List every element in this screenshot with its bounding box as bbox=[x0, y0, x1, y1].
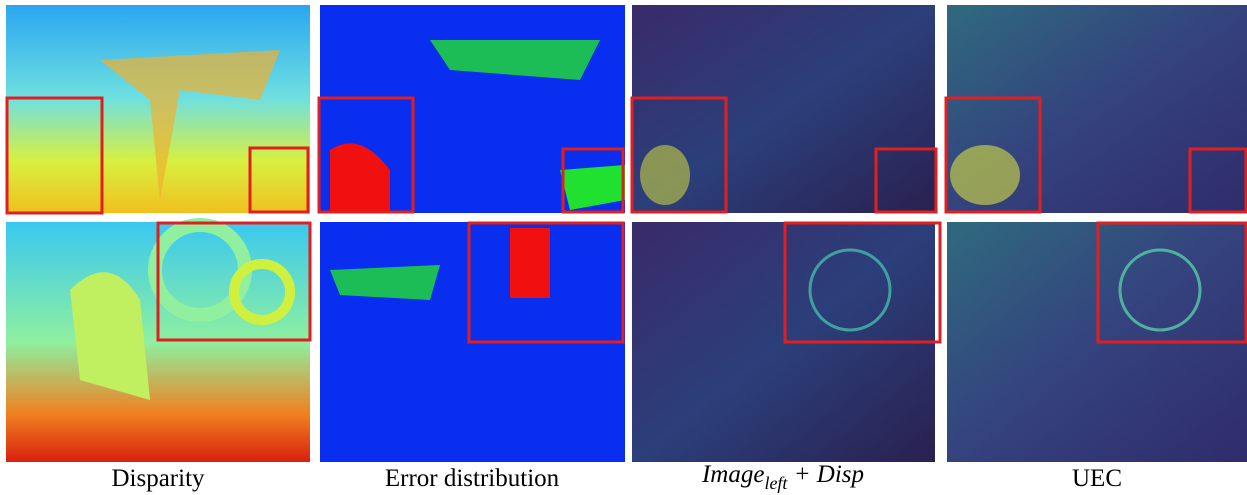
ring bbox=[808, 248, 892, 332]
caption-rest: + Disp bbox=[787, 461, 864, 488]
red-box bbox=[317, 96, 415, 214]
error-red bbox=[510, 228, 550, 298]
error-green bbox=[330, 265, 440, 300]
red-box bbox=[630, 96, 728, 214]
red-box bbox=[561, 147, 625, 214]
caption-sub: left bbox=[764, 473, 788, 493]
error-green bbox=[560, 165, 625, 210]
red-box bbox=[248, 146, 310, 214]
red-box bbox=[874, 147, 938, 214]
error-red bbox=[330, 143, 390, 212]
caption: Disparity bbox=[111, 465, 205, 492]
row-bottom bbox=[6, 218, 1247, 462]
caption-base: Image bbox=[701, 461, 764, 488]
caption: Error distribution bbox=[385, 465, 560, 492]
red-box bbox=[1188, 147, 1247, 214]
caption: Imageleft + Disp bbox=[701, 461, 864, 493]
red-box bbox=[1096, 221, 1247, 344]
red-box bbox=[944, 96, 1042, 214]
red-box bbox=[783, 221, 942, 344]
red-box bbox=[5, 96, 104, 215]
error-green bbox=[430, 40, 600, 80]
red-box bbox=[156, 221, 312, 342]
highlight bbox=[950, 145, 1020, 205]
ring bbox=[1118, 248, 1202, 332]
table-shape bbox=[100, 50, 280, 200]
highlight bbox=[640, 145, 690, 205]
ring bbox=[229, 259, 295, 325]
caption: UEC bbox=[1072, 465, 1122, 492]
head-shape bbox=[70, 272, 150, 400]
red-box bbox=[467, 221, 625, 344]
row-top bbox=[6, 5, 1247, 213]
red-boxes bbox=[5, 96, 1247, 344]
